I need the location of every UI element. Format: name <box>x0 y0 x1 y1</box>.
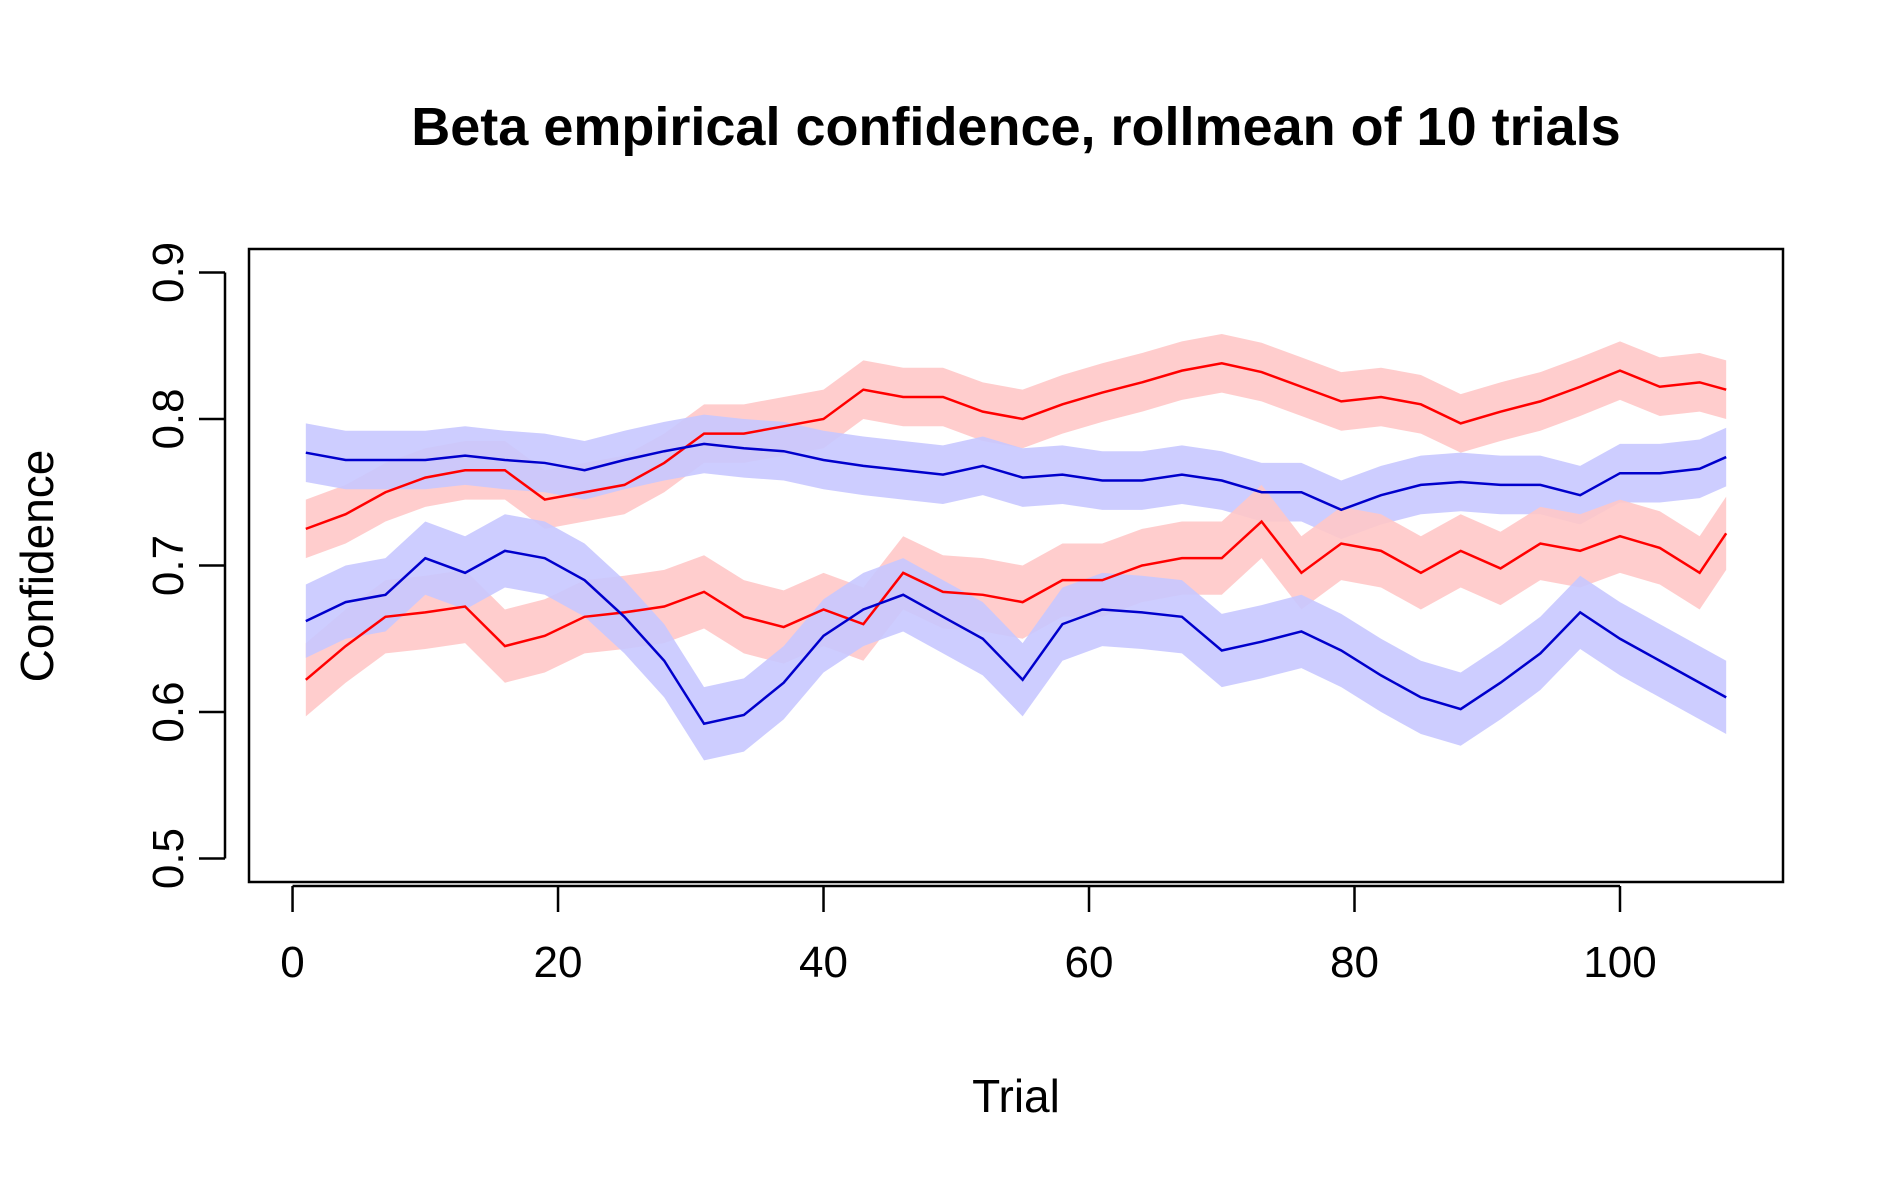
x-tick-label: 40 <box>799 938 848 987</box>
x-axis-label: Trial <box>972 1070 1060 1122</box>
plot-area <box>305 333 1728 761</box>
series-line <box>305 519 1728 681</box>
confidence-band <box>305 514 1727 761</box>
x-tick-label: 20 <box>534 938 583 987</box>
y-tick-label: 0.8 <box>144 388 193 449</box>
plot-box <box>247 247 1785 884</box>
confidence-band <box>305 333 1727 559</box>
y-tick-label: 0.6 <box>144 681 193 742</box>
series-line <box>305 362 1727 531</box>
x-tick-label: 80 <box>1330 938 1379 987</box>
chart-title: Beta empirical confidence, rollmean of 1… <box>411 97 1620 157</box>
x-tick-label: 100 <box>1583 938 1656 987</box>
y-axis-label: Confidence <box>11 450 63 683</box>
x-tick-label: 0 <box>280 938 304 987</box>
y-tick-label: 0.9 <box>144 242 193 303</box>
y-tick-label: 0.7 <box>144 535 193 596</box>
y-tick-label: 0.5 <box>144 828 193 889</box>
series-line <box>305 549 1727 726</box>
x-tick-label: 60 <box>1065 938 1114 987</box>
series-line <box>305 442 1727 512</box>
